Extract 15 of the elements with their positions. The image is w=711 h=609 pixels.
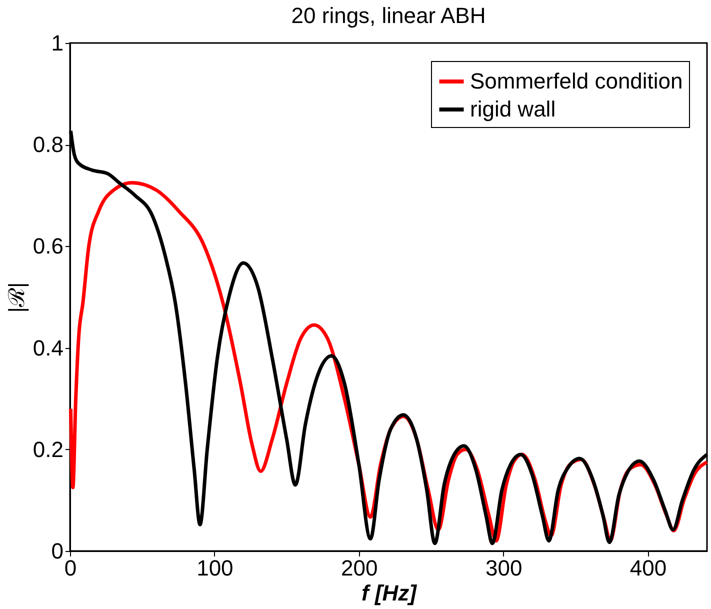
x-tick-label: 200 [341, 556, 378, 580]
y-tick-label: 0.2 [32, 436, 64, 462]
legend-label: Sommerfeld condition [470, 68, 683, 94]
y-axis-title: |ℛ| [4, 282, 29, 313]
x-axis-title: f [Hz] [362, 580, 418, 606]
x-tick-label: 100 [196, 556, 234, 580]
legend-label: rigid wall [470, 96, 556, 122]
y-tick-label: 1 [51, 30, 64, 56]
y-tick-label: 0.8 [32, 132, 64, 158]
chart-title: 20 rings, linear ABH [291, 3, 486, 28]
x-tick-label: 400 [630, 556, 667, 580]
y-tick-label: 0.6 [32, 234, 64, 259]
y-tick-label: 0.4 [32, 335, 64, 360]
y-tick-label: 0 [51, 538, 64, 564]
x-tick-label: 300 [485, 556, 522, 580]
